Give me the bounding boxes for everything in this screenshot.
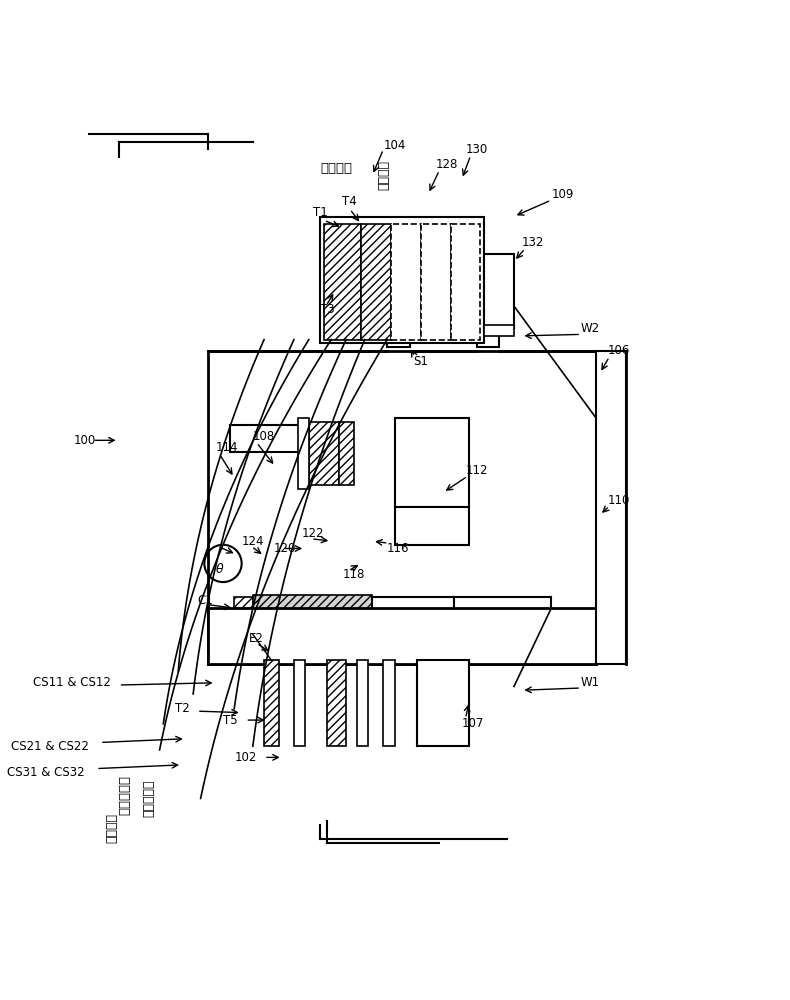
Text: CS31 & CS32: CS31 & CS32 <box>7 766 85 779</box>
Text: T3: T3 <box>320 303 335 316</box>
Text: 109: 109 <box>551 188 574 201</box>
Text: W1: W1 <box>581 676 600 689</box>
Text: $\theta$: $\theta$ <box>216 562 224 576</box>
Bar <box>421 224 450 340</box>
Text: 132: 132 <box>521 236 544 249</box>
Text: 指示器侧: 指示器侧 <box>320 162 352 175</box>
Text: E2: E2 <box>249 632 264 645</box>
Bar <box>357 660 368 746</box>
Bar <box>387 332 409 347</box>
Text: 128: 128 <box>435 158 458 171</box>
Bar <box>450 224 480 340</box>
Text: T1: T1 <box>313 206 327 219</box>
Bar <box>208 608 596 664</box>
Bar <box>253 595 372 610</box>
Text: W2: W2 <box>581 322 600 335</box>
Text: T5: T5 <box>224 714 238 727</box>
Text: 装载端口侧: 装载端口侧 <box>142 780 155 817</box>
Bar <box>394 507 469 545</box>
Text: 114: 114 <box>216 441 238 454</box>
Text: 122: 122 <box>301 527 324 540</box>
Text: 116: 116 <box>387 542 410 555</box>
Bar <box>294 660 305 746</box>
Text: 118: 118 <box>342 568 365 581</box>
Bar <box>339 422 354 485</box>
Bar <box>361 224 391 340</box>
Bar <box>309 422 339 485</box>
Bar <box>417 660 469 746</box>
Text: CS21 & CS22: CS21 & CS22 <box>11 740 88 753</box>
Bar <box>298 418 309 489</box>
Text: 106: 106 <box>608 344 630 357</box>
Text: 130: 130 <box>465 143 487 156</box>
Text: 装载端口侧: 装载端口侧 <box>118 775 132 815</box>
Bar <box>264 660 279 746</box>
Bar <box>383 660 394 746</box>
Text: S1: S1 <box>413 355 428 368</box>
Text: 107: 107 <box>461 717 484 730</box>
Bar <box>484 254 514 328</box>
Bar <box>234 597 253 608</box>
Bar <box>484 325 514 336</box>
Bar <box>231 425 320 452</box>
Bar <box>320 217 484 343</box>
Text: 112: 112 <box>465 464 488 477</box>
Text: 124: 124 <box>242 535 264 548</box>
Bar <box>208 351 596 664</box>
Text: 102: 102 <box>234 751 257 764</box>
Text: T2: T2 <box>175 702 190 715</box>
Bar <box>596 351 626 664</box>
Bar <box>476 332 499 347</box>
Text: 100: 100 <box>73 434 96 447</box>
Bar <box>327 660 346 746</box>
Text: 120: 120 <box>273 542 296 555</box>
Text: CS11 & CS12: CS11 & CS12 <box>33 676 111 689</box>
Text: T4: T4 <box>342 195 357 208</box>
Text: 110: 110 <box>608 493 630 506</box>
Text: 108: 108 <box>253 430 275 443</box>
Text: 托盘支架: 托盘支架 <box>106 813 118 843</box>
Text: 指示器侧: 指示器侧 <box>377 160 390 190</box>
Bar <box>324 224 361 340</box>
Text: C1: C1 <box>197 594 213 607</box>
Bar <box>394 418 469 507</box>
Text: 104: 104 <box>383 139 406 152</box>
Bar <box>391 224 421 340</box>
